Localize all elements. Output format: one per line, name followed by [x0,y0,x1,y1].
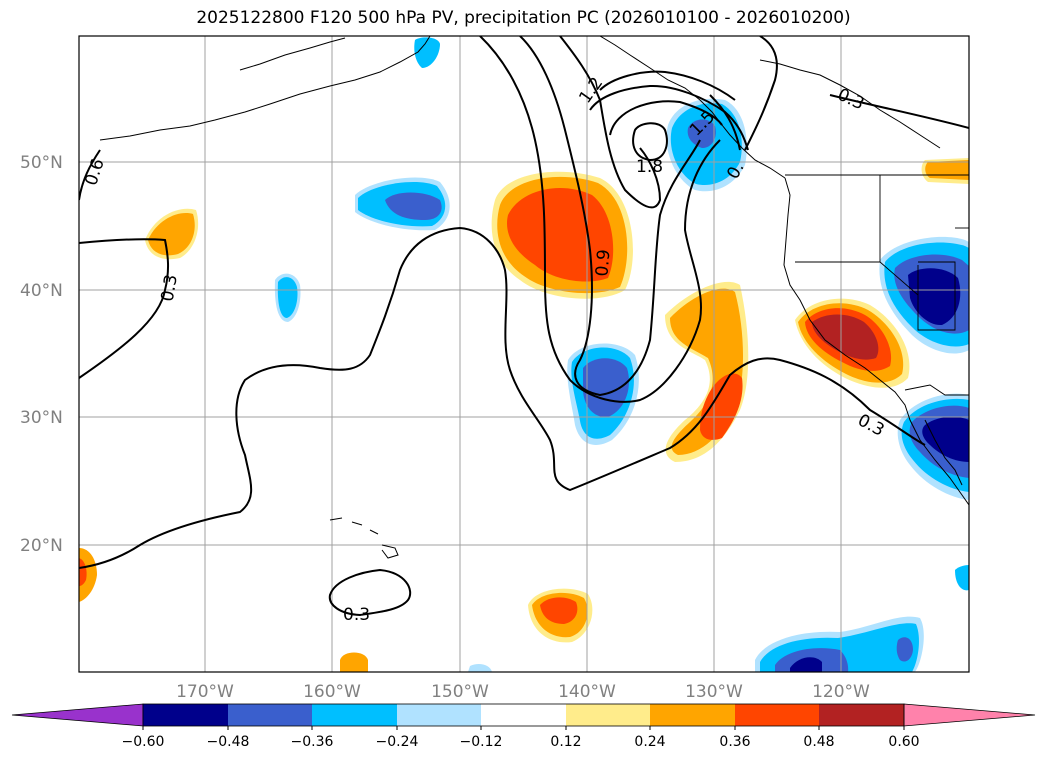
lat-label: 50°N [20,153,63,173]
colorbar-segment [735,704,819,726]
contour-label: 0.3 [834,85,867,115]
colorbar-extend-high [903,703,1036,727]
contour-label: 0.6 [81,156,108,188]
contour-label: 0.9 [592,249,614,278]
colorbar-extend-low [11,703,144,727]
lon-label: 130°W [685,682,743,702]
colorbar-segment [481,704,566,726]
lon-label: 140°W [558,682,616,702]
lon-label: 150°W [431,682,489,702]
map-title: 2025122800 F120 500 hPa PV, precipitatio… [196,8,851,28]
map-plot-area: 0.6 0.3 1.2 1.5 1.8 0.9 0. 0.3 0.3 0.3 [79,36,969,672]
colorbar-tick-label: 0.48 [803,734,834,750]
graticule [79,36,969,672]
contour-label: 0.3 [343,605,370,625]
colorbar-segment [566,704,650,726]
pv-contours [79,36,969,617]
colorbar: −0.60 −0.48 −0.36 −0.24 −0.12 0.12 0.24 0.36 0.4… [11,703,1036,750]
colorbar-tick-label: 0.24 [634,734,665,750]
colorbar-tick-label: −0.12 [460,734,503,750]
borders [785,174,969,396]
colorbar-tick-label: −0.36 [291,734,334,750]
colorbar-segment [228,704,312,726]
lon-label: 160°W [303,682,361,702]
contour-label: 0.3 [158,273,182,303]
coastlines [99,36,969,559]
colorbar-segment [397,704,481,726]
colorbar-segment [312,704,397,726]
colorbar-tick-label: 0.12 [550,734,581,750]
colorbar-tick-label: 0.36 [719,734,750,750]
contour-label: 0.3 [854,410,887,440]
colorbar-segment [143,704,228,726]
latitude-labels: 50°N 40°N 30°N 20°N [20,153,63,556]
lon-label: 120°W [812,682,870,702]
colorbar-frame [142,703,905,727]
colorbar-tick-label: −0.60 [122,734,165,750]
lat-label: 40°N [20,281,63,301]
lon-label: 170°W [176,682,234,702]
longitude-labels: 170°W 160°W 150°W 140°W 130°W 120°W [176,682,870,702]
colorbar-segment [819,704,904,726]
colorbar-tick-label: −0.24 [376,734,419,750]
colorbar-tick-label: −0.48 [207,734,250,750]
colorbar-segment [650,704,735,726]
lat-label: 30°N [20,408,63,428]
colorbar-tick-label: 0.60 [888,734,919,750]
contour-label: 1.2 [575,74,607,108]
contour-labels: 0.6 0.3 1.2 1.5 1.8 0.9 0. 0.3 0.3 0.3 [81,74,887,625]
precip-shading [79,37,969,672]
lat-label: 20°N [20,536,63,556]
map-frame [78,35,970,673]
contour-label: 1.8 [636,157,663,177]
